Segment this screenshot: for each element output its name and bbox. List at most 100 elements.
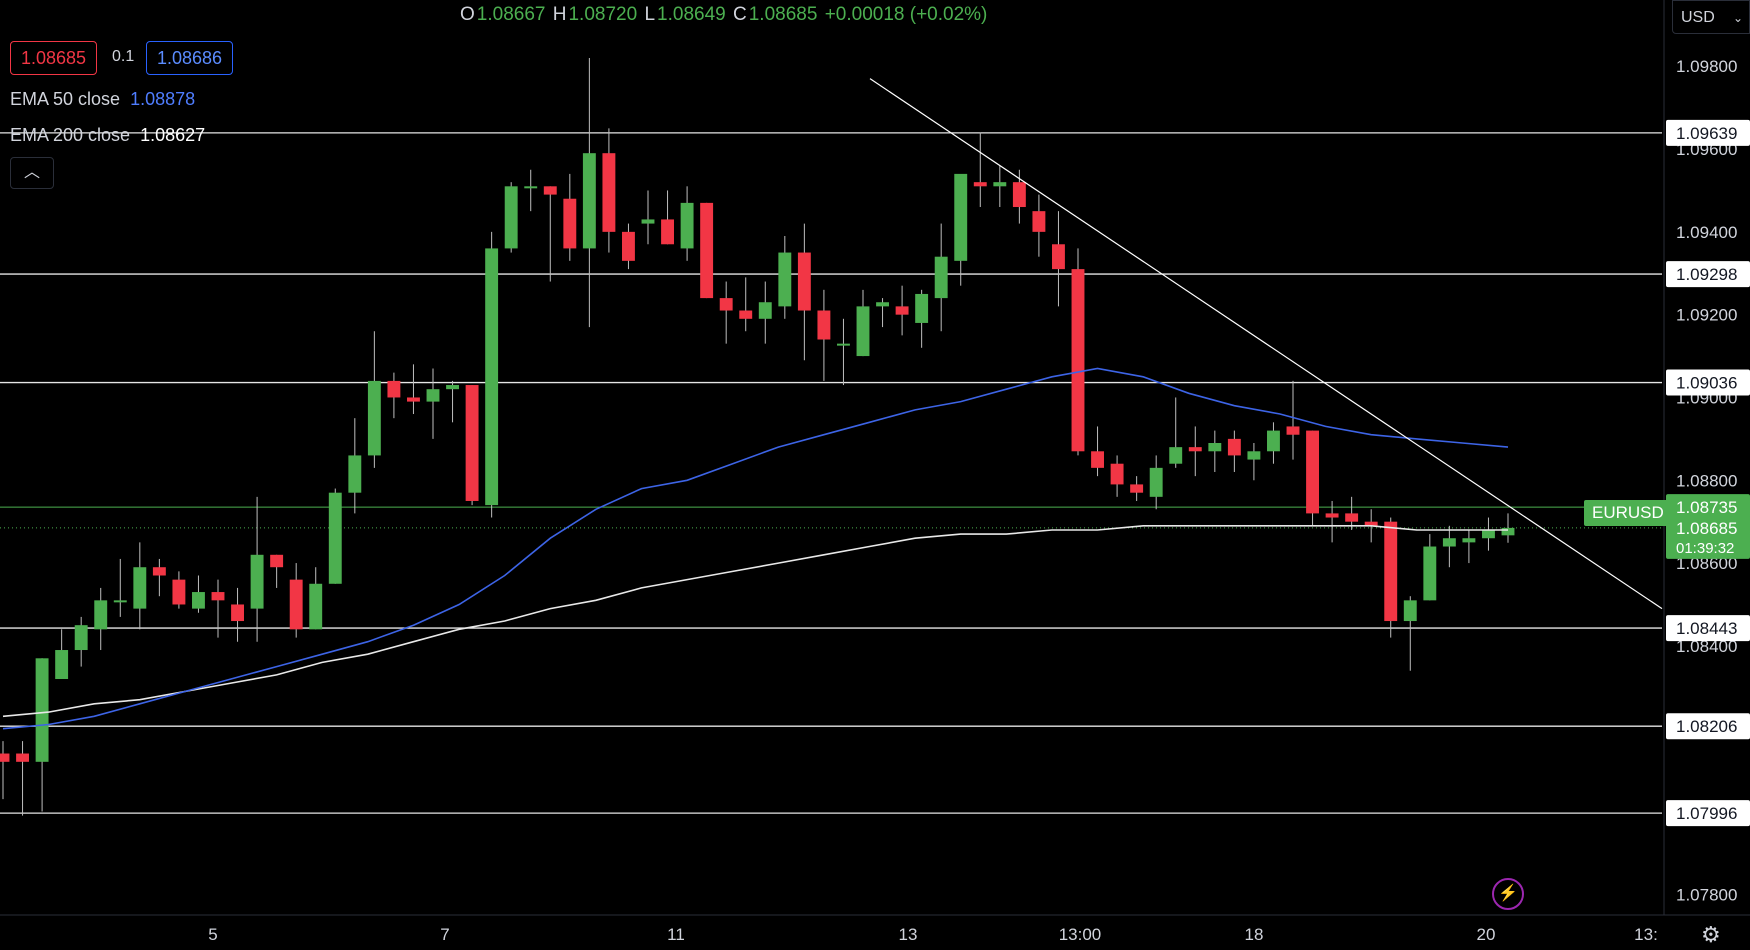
symbol-tag: EURUSD [1584, 500, 1672, 526]
trendline [869, 78, 1663, 610]
candle-body [250, 554, 264, 609]
close-label: C [733, 4, 747, 25]
candle-body [309, 583, 323, 630]
level-label: 1.08206 [1676, 717, 1737, 736]
candle-body [485, 248, 499, 506]
candle-body [1071, 269, 1085, 452]
level-label-box [1666, 800, 1750, 827]
candle-body [563, 198, 577, 249]
current-price-box [1666, 514, 1750, 559]
collapse-legend-button[interactable]: ︿ [10, 157, 54, 189]
candle-body [348, 455, 362, 493]
candle-body [739, 310, 753, 319]
candle-body [778, 252, 792, 307]
open-label: O [460, 4, 475, 25]
level-label: 1.09036 [1676, 374, 1737, 393]
candle-body [1032, 211, 1046, 232]
chevron-down-icon: ⌄ [1732, 11, 1743, 25]
candle-body [426, 389, 440, 402]
candle-body [524, 186, 538, 189]
ema200-label: EMA 200 close [10, 125, 131, 145]
candle-body [172, 579, 186, 605]
candle-body [407, 397, 420, 402]
candle-body [94, 600, 108, 630]
y-tick-label: 1.09400 [1676, 223, 1737, 242]
candle-body [602, 153, 616, 232]
candle-body [622, 231, 635, 261]
close-value: 1.08685 [748, 4, 818, 25]
candle-body [680, 202, 694, 249]
candle-body [35, 658, 49, 762]
candle-body [465, 385, 479, 501]
y-tick-label: 1.09200 [1676, 306, 1737, 325]
level-label-box [1666, 119, 1750, 146]
candle-body [133, 567, 147, 609]
candle-body [387, 380, 401, 398]
ema50-line [2, 367, 1509, 730]
candle-body [1306, 430, 1319, 514]
x-tick-label: 18 [1245, 925, 1264, 944]
low-value: 1.08649 [657, 4, 726, 25]
candle-body [856, 306, 870, 357]
candle-body [797, 252, 811, 311]
level-label-box [1666, 713, 1750, 740]
candle-body [504, 186, 518, 249]
candle-body [1247, 451, 1261, 460]
sell-button[interactable]: 1.08685 [10, 41, 98, 75]
spread-value: 0.1 [112, 48, 135, 65]
current-price-label: 1.08685 [1676, 519, 1737, 538]
candle-body [55, 650, 69, 680]
candle-body [113, 600, 127, 603]
level-label-box [1666, 615, 1750, 642]
candle-body [289, 579, 303, 630]
candle-body [641, 219, 655, 224]
high-label: H [552, 4, 567, 25]
candle-body [1227, 438, 1241, 456]
candle-body [1462, 538, 1476, 543]
ema50-legend[interactable]: EMA 50 close 1.08878 [10, 89, 195, 110]
y-tick-label: 1.08800 [1676, 471, 1737, 490]
ohlc-readout: O 1.08667 H 1.08720 L 1.08649 C 1.08685 +0.0… [460, 4, 989, 26]
buy-button[interactable]: 1.08686 [146, 41, 234, 75]
candle-body [1052, 244, 1065, 270]
candle-body [1130, 484, 1144, 493]
open-value: 1.08667 [476, 4, 546, 25]
candle-body [1149, 467, 1163, 497]
candle-body [192, 592, 205, 609]
marked-level-label-box [1666, 494, 1750, 521]
candle-body [74, 625, 88, 651]
candle-body [915, 293, 929, 323]
x-tick-label: 13 [899, 925, 918, 944]
candle-body [328, 492, 342, 584]
candle-body [661, 219, 674, 245]
x-tick-label: 7 [440, 925, 449, 944]
candle-body [1364, 521, 1378, 526]
candle-body [1169, 447, 1183, 464]
candle-body [211, 592, 225, 601]
candle-body [1286, 426, 1300, 435]
x-tick-label: 13: [1634, 925, 1658, 944]
candle-body [231, 604, 244, 622]
candle-body [270, 554, 284, 568]
candle-body [1384, 521, 1398, 622]
candle-body [895, 306, 909, 315]
low-label: L [644, 4, 656, 25]
gear-icon[interactable]: ⚙ [1701, 922, 1721, 947]
candle-body [0, 753, 10, 762]
candle-body [1403, 600, 1417, 622]
candle-body [1325, 513, 1339, 518]
candle-body [954, 173, 968, 261]
candle-body [876, 302, 889, 307]
chevron-up-icon: ︿ [23, 164, 40, 181]
x-tick-label: 20 [1477, 925, 1496, 944]
level-label: 1.08443 [1676, 619, 1737, 638]
ema200-legend[interactable]: EMA 200 close 1.08627 [10, 125, 205, 146]
lightning-icon[interactable]: ⚡ [1492, 878, 1524, 910]
candle-body [973, 182, 987, 187]
level-label: 1.07996 [1676, 804, 1737, 823]
candle-body [1442, 538, 1456, 547]
currency-select[interactable]: USD ⌄ [1672, 0, 1750, 34]
candle-body [993, 182, 1007, 187]
change-value: +0.00018 (+0.02%) [824, 4, 988, 25]
